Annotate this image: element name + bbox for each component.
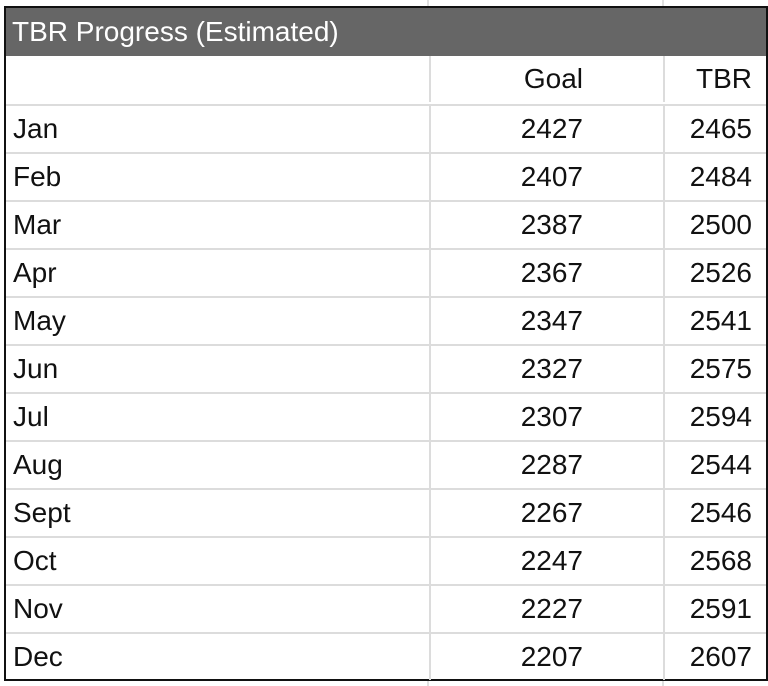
table-row: Aug 2287 2544 xyxy=(6,440,766,488)
spreadsheet-table: TBR Progress (Estimated) Goal TBR Jan 242… xyxy=(4,6,768,681)
goal-cell[interactable]: 2267 xyxy=(429,490,663,536)
table-row: Jan 2427 2465 xyxy=(6,104,766,152)
month-cell[interactable]: Jun xyxy=(13,353,59,384)
gridline xyxy=(427,680,429,686)
month-cell[interactable]: Aug xyxy=(13,449,63,480)
table-row: Sept 2267 2546 xyxy=(6,488,766,536)
tbr-cell[interactable]: 2594 xyxy=(663,394,766,440)
tbr-cell[interactable]: 2500 xyxy=(663,202,766,248)
tbr-cell[interactable]: 2465 xyxy=(663,106,766,152)
header-cell-goal[interactable]: Goal xyxy=(429,56,663,102)
header-cell-tbr[interactable]: TBR xyxy=(663,56,766,102)
month-cell[interactable]: Jul xyxy=(13,401,49,432)
header-row: Goal TBR xyxy=(6,56,766,104)
gridline xyxy=(662,0,664,6)
table-row: May 2347 2541 xyxy=(6,296,766,344)
goal-cell[interactable]: 2387 xyxy=(429,202,663,248)
tbr-cell[interactable]: 2607 xyxy=(663,634,766,680)
table-row: Jul 2307 2594 xyxy=(6,392,766,440)
month-cell[interactable]: May xyxy=(13,305,66,336)
table-row: Feb 2407 2484 xyxy=(6,152,766,200)
table-row: Jun 2327 2575 xyxy=(6,344,766,392)
month-cell[interactable]: Oct xyxy=(13,545,57,576)
goal-cell[interactable]: 2287 xyxy=(429,442,663,488)
goal-cell[interactable]: 2247 xyxy=(429,538,663,584)
goal-cell[interactable]: 2327 xyxy=(429,346,663,392)
month-cell[interactable]: Feb xyxy=(13,161,62,192)
goal-cell[interactable]: 2427 xyxy=(429,106,663,152)
tbr-cell[interactable]: 2484 xyxy=(663,154,766,200)
goal-cell[interactable]: 2307 xyxy=(429,394,663,440)
month-cell[interactable]: Apr xyxy=(13,257,57,288)
month-cell[interactable]: Mar xyxy=(13,209,62,240)
goal-cell[interactable]: 2227 xyxy=(429,586,663,632)
table-row: Mar 2387 2500 xyxy=(6,200,766,248)
header-cell-month[interactable] xyxy=(6,56,429,102)
month-cell[interactable]: Sept xyxy=(13,497,71,528)
goal-cell[interactable]: 2207 xyxy=(429,634,663,680)
tbr-cell[interactable]: 2591 xyxy=(663,586,766,632)
tbr-cell[interactable]: 2541 xyxy=(663,298,766,344)
tbr-cell[interactable]: 2526 xyxy=(663,250,766,296)
goal-cell[interactable]: 2367 xyxy=(429,250,663,296)
tbr-cell[interactable]: 2544 xyxy=(663,442,766,488)
table-row: Apr 2367 2526 xyxy=(6,248,766,296)
tbr-cell[interactable]: 2575 xyxy=(663,346,766,392)
goal-cell[interactable]: 2347 xyxy=(429,298,663,344)
table-row: Oct 2247 2568 xyxy=(6,536,766,584)
tbr-cell[interactable]: 2546 xyxy=(663,490,766,536)
goal-cell[interactable]: 2407 xyxy=(429,154,663,200)
table-title-cell[interactable]: TBR Progress (Estimated) xyxy=(6,8,766,56)
month-cell[interactable]: Nov xyxy=(13,593,63,624)
table-row: Dec 2207 2607 xyxy=(6,632,766,680)
tbr-cell[interactable]: 2568 xyxy=(663,538,766,584)
month-cell[interactable]: Jan xyxy=(13,113,59,144)
gridline xyxy=(662,680,664,686)
table-row: Nov 2227 2591 xyxy=(6,584,766,632)
gridline xyxy=(427,0,429,6)
month-cell[interactable]: Dec xyxy=(13,641,63,672)
